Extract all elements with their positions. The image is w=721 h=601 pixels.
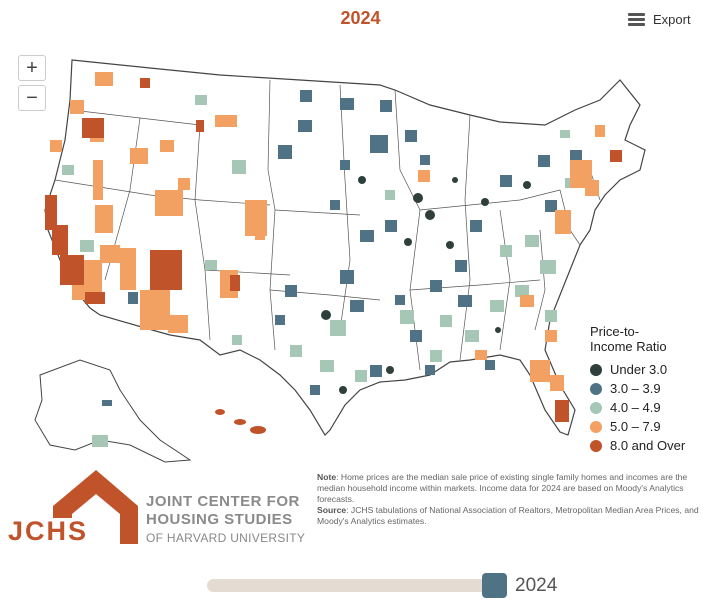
- legend-item[interactable]: 3.0 – 3.9: [590, 379, 685, 398]
- us-metro-map[interactable]: [0, 30, 721, 470]
- export-button[interactable]: Export: [628, 12, 691, 27]
- legend-label: 3.0 – 3.9: [610, 381, 661, 396]
- zoom-controls: + −: [18, 55, 46, 111]
- legend-item[interactable]: 8.0 and Over: [590, 436, 685, 455]
- legend-dot-5-to-7.9: [590, 420, 602, 433]
- source-text: : JCHS tabulations of National Associati…: [317, 505, 699, 526]
- hamburger-menu-icon: [628, 13, 645, 26]
- year-slider-label: 2024: [515, 575, 558, 596]
- legend-dot-3-to-3.9: [590, 382, 602, 395]
- legend-title-line2: Income Ratio: [590, 339, 667, 354]
- metros-3-to-3.9: [102, 90, 582, 406]
- year-slider-handle[interactable]: [482, 573, 507, 598]
- note-text: : Home prices are the median sale price …: [317, 472, 688, 504]
- legend-dot-under-3: [590, 363, 602, 376]
- legend-item[interactable]: 5.0 – 7.9: [590, 417, 685, 436]
- org-line1: JOINT CENTER FOR: [146, 493, 300, 510]
- year-slider-track[interactable]: [207, 579, 487, 592]
- legend-label: 8.0 and Over: [610, 438, 686, 453]
- metros-8-and-over: [45, 78, 622, 422]
- legend-title-line1: Price-to-: [590, 324, 640, 339]
- source-label: Source: [317, 505, 347, 515]
- hawaii-islands: [215, 409, 266, 434]
- house-logo-icon: [53, 470, 138, 544]
- legend: Price-to- Income Ratio Under 3.0 3.0 – 3…: [590, 324, 685, 455]
- legend-dot-8-and-over: [590, 439, 602, 452]
- legend-item[interactable]: 4.0 – 4.9: [590, 398, 685, 417]
- legend-item[interactable]: Under 3.0: [590, 360, 685, 379]
- legend-label: 5.0 – 7.9: [610, 419, 661, 434]
- footnote: Note: Home prices are the median sale pr…: [317, 472, 709, 527]
- alaska-outline: [34, 359, 192, 463]
- map-title: 2024: [340, 8, 381, 28]
- logo-acronym: JCHS: [8, 516, 89, 546]
- metros-4-to-4.9: [62, 95, 575, 447]
- export-label: Export: [653, 12, 691, 27]
- org-line3: OF HARVARD UNIVERSITY: [146, 531, 306, 545]
- organization-name: JOINT CENTER FOR HOUSING STUDIES OF HARV…: [146, 493, 305, 547]
- zoom-in-button[interactable]: +: [18, 55, 46, 81]
- legend-dot-4-to-4.9: [590, 401, 602, 414]
- metros-under-3: [321, 176, 531, 394]
- us-outline: [44, 59, 646, 436]
- legend-label: 4.0 – 4.9: [610, 400, 661, 415]
- note-label: Note: [317, 472, 337, 482]
- zoom-out-button[interactable]: −: [18, 85, 46, 111]
- org-line2: HOUSING STUDIES: [146, 511, 293, 528]
- legend-label: Under 3.0: [610, 362, 668, 377]
